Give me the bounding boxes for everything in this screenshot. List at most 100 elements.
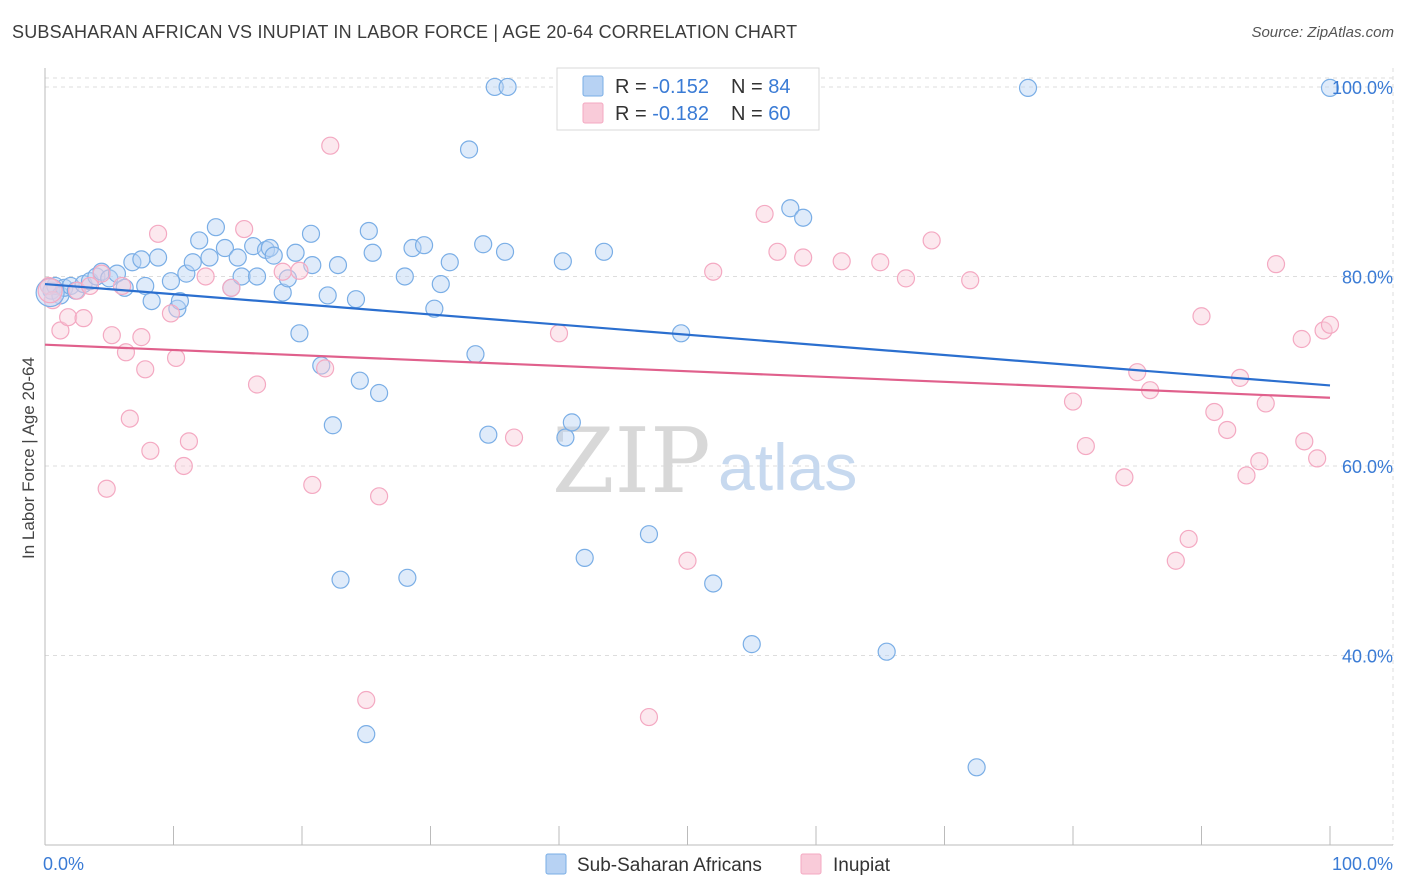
- point-inupiat: [1308, 449, 1327, 468]
- point-sub-saharan: [228, 248, 247, 267]
- point-inupiat: [1179, 529, 1198, 549]
- point-sub-saharan: [485, 77, 504, 97]
- point-sub-saharan: [346, 290, 366, 309]
- y-tick-label: 80.0%: [1342, 267, 1393, 287]
- point-sub-saharan: [495, 242, 515, 261]
- legend-swatch-blue: [582, 75, 604, 97]
- legend-row-1: R = -0.152: [615, 76, 709, 98]
- point-sub-saharan: [232, 267, 251, 286]
- point-sub-saharan: [742, 635, 761, 654]
- point-inupiat: [370, 487, 389, 506]
- point-inupiat: [235, 219, 254, 239]
- point-inupiat: [1192, 307, 1211, 326]
- trend-lines: [44, 282, 1331, 399]
- legend-n-value: 60: [768, 103, 790, 125]
- point-inupiat: [1237, 466, 1256, 485]
- legend-n-value: 84: [768, 76, 790, 98]
- point-inupiat: [247, 375, 267, 394]
- point-inupiat: [161, 304, 181, 323]
- point-inupiat: [1205, 402, 1224, 422]
- y-tick-label: 40.0%: [1342, 646, 1393, 666]
- point-sub-saharan: [1320, 78, 1340, 97]
- point-inupiat: [1295, 432, 1314, 451]
- point-sub-saharan: [370, 383, 389, 403]
- point-inupiat: [112, 276, 132, 296]
- legend-label-sub-saharan: Sub-Saharan Africans: [577, 855, 762, 876]
- point-sub-saharan: [357, 725, 376, 744]
- point-sub-saharan: [200, 248, 219, 267]
- point-inupiat: [1266, 255, 1286, 274]
- point-inupiat: [1218, 420, 1237, 440]
- point-inupiat: [1076, 436, 1095, 456]
- point-sub-saharan: [498, 77, 517, 97]
- point-sub-saharan: [395, 267, 414, 286]
- point-inupiat: [678, 551, 697, 570]
- legend-r-value: -0.182: [652, 103, 709, 125]
- point-inupiat: [116, 343, 136, 362]
- point-inupiat: [549, 324, 569, 343]
- point-sub-saharan: [290, 324, 309, 343]
- point-inupiat: [504, 428, 524, 447]
- point-inupiat: [196, 267, 215, 286]
- point-inupiat: [316, 359, 335, 378]
- x-tick-labels: 0.0% 100.0%: [43, 854, 1393, 874]
- point-inupiat: [896, 269, 916, 288]
- point-sub-saharan: [414, 236, 434, 255]
- point-inupiat: [1166, 551, 1185, 570]
- point-sub-saharan: [562, 413, 581, 432]
- point-sub-saharan: [115, 278, 134, 297]
- x-tick-label: 100.0%: [1332, 854, 1393, 874]
- point-inupiat: [303, 475, 322, 495]
- point-inupiat: [273, 262, 292, 281]
- y-tick-label: 60.0%: [1342, 457, 1393, 477]
- point-inupiat: [1063, 392, 1083, 411]
- legend-series: Sub-Saharan Africans Inupiat: [545, 853, 891, 876]
- point-inupiat: [59, 308, 78, 327]
- trend-line-sub-saharan: [44, 282, 1331, 387]
- watermark: ZIP atlas: [552, 409, 857, 514]
- point-sub-saharan: [190, 231, 209, 250]
- point-inupiat: [321, 136, 340, 155]
- point-sub-saharan: [425, 299, 444, 318]
- point-sub-saharan: [177, 264, 196, 283]
- point-inupiat: [794, 248, 813, 267]
- legend-n-label: N =: [731, 76, 768, 98]
- watermark-zip: ZIP: [552, 409, 711, 514]
- point-inupiat: [704, 262, 723, 281]
- x-tick-label: 0.0%: [43, 854, 84, 874]
- chart-title: SUBSAHARAN AFRICAN VS INUPIAT IN LABOR F…: [12, 22, 798, 42]
- point-inupiat: [141, 441, 160, 460]
- watermark-atlas: atlas: [718, 430, 857, 504]
- data-points: [35, 77, 1340, 777]
- point-sub-saharan: [466, 345, 485, 364]
- legend-swatch-pink: [582, 102, 604, 124]
- point-inupiat: [639, 707, 659, 727]
- point-sub-saharan: [215, 238, 234, 258]
- legend-swatch-sub-saharan: [545, 853, 567, 875]
- point-sub-saharan: [877, 642, 896, 661]
- legend-r-value: -0.152: [652, 76, 709, 98]
- point-sub-saharan: [318, 286, 337, 305]
- point-inupiat: [222, 278, 241, 297]
- point-inupiat: [132, 328, 151, 347]
- point-inupiat: [922, 231, 941, 250]
- point-inupiat: [1128, 363, 1147, 382]
- point-inupiat: [37, 278, 63, 304]
- point-inupiat: [166, 348, 186, 368]
- point-inupiat: [92, 264, 111, 283]
- point-sub-saharan: [967, 758, 986, 777]
- point-sub-saharan: [794, 208, 813, 227]
- point-sub-saharan: [331, 570, 350, 589]
- point-inupiat: [961, 271, 980, 290]
- point-sub-saharan: [556, 428, 575, 447]
- point-sub-saharan: [594, 242, 614, 261]
- legend-r-label: R =: [615, 76, 652, 98]
- point-sub-saharan: [142, 292, 161, 311]
- legend-n-label: N =: [731, 103, 768, 125]
- point-sub-saharan: [286, 243, 305, 262]
- point-sub-saharan: [575, 548, 594, 567]
- point-sub-saharan: [264, 246, 283, 265]
- point-inupiat: [871, 253, 890, 272]
- point-sub-saharan: [328, 255, 348, 275]
- point-inupiat: [1320, 315, 1340, 334]
